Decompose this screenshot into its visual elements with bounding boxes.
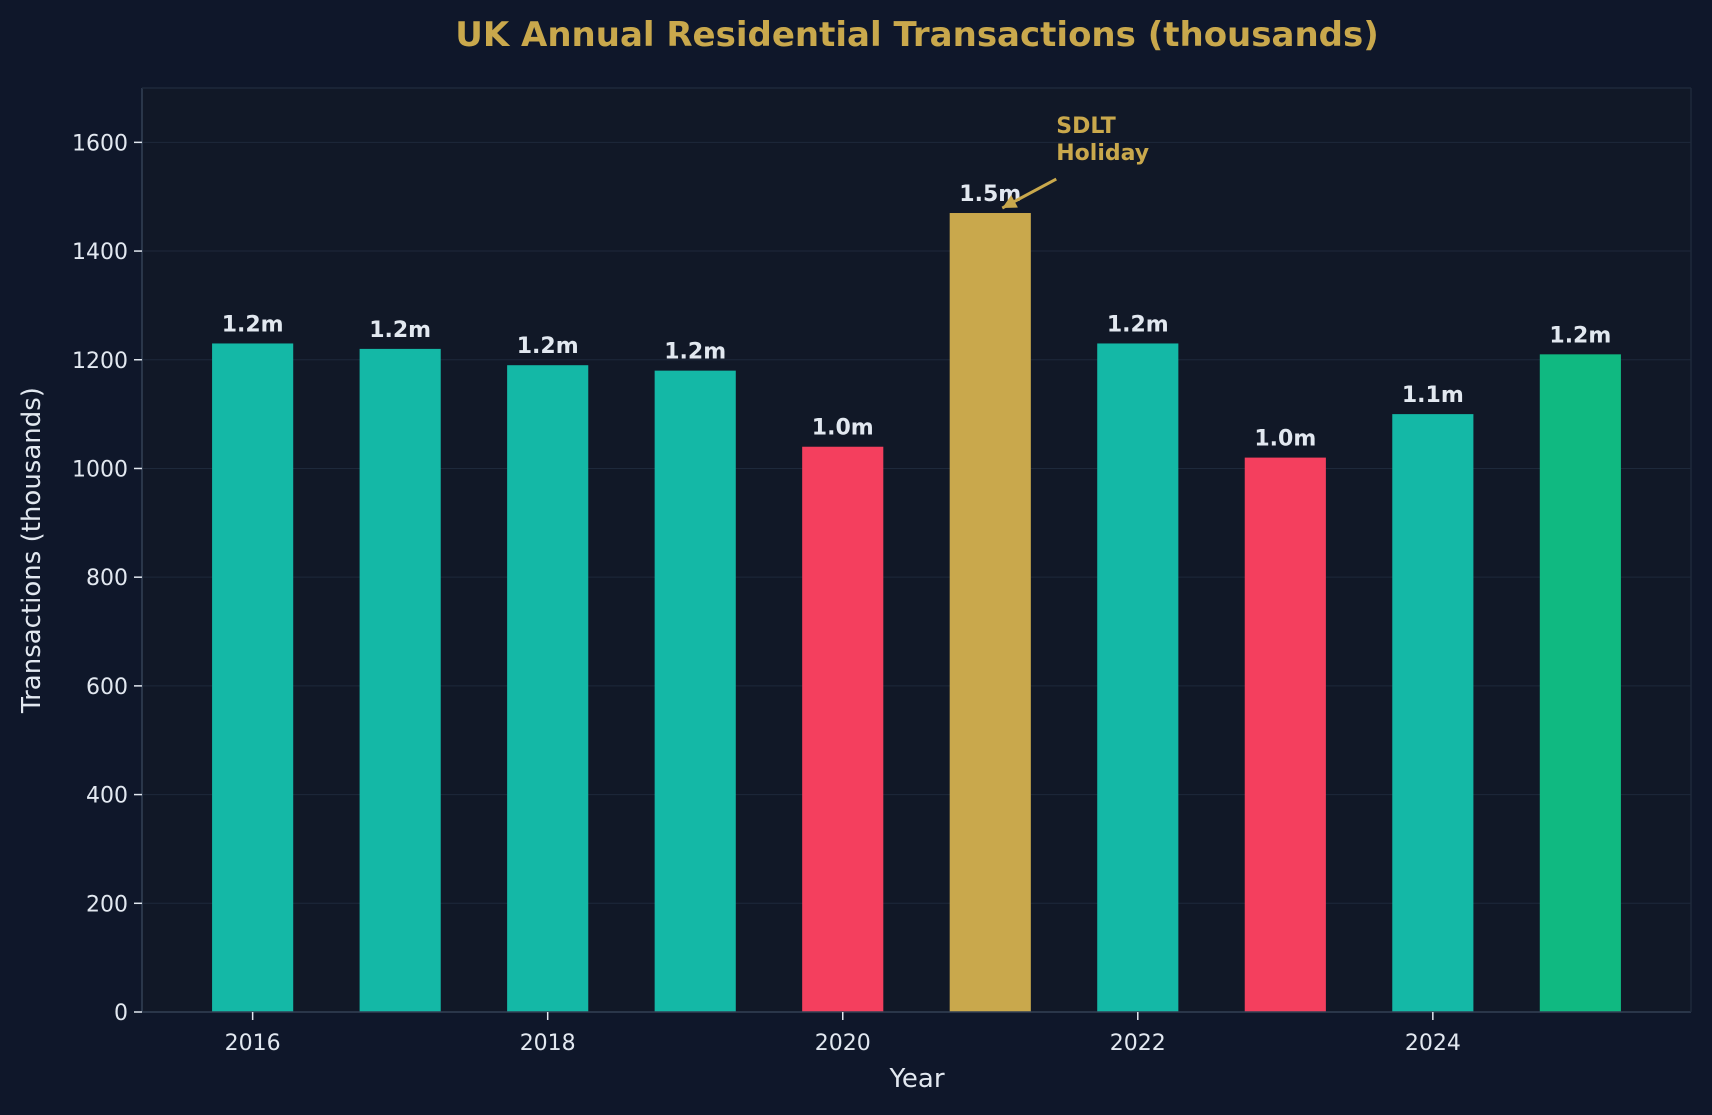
annotation-arrow-head	[1002, 195, 1018, 209]
chart-title: UK Annual Residential Transactions (thou…	[455, 15, 1379, 55]
bar-2023	[1244, 457, 1326, 1013]
y-tick-label: 1400	[72, 240, 128, 265]
annotation-text-line: Holiday	[1056, 141, 1149, 166]
y-tick-label: 0	[114, 1001, 128, 1026]
bar-value-label-2018: 1.2m	[517, 334, 579, 359]
bar-value-label-2017: 1.2m	[369, 318, 431, 343]
bar-2025	[1539, 354, 1621, 1012]
y-tick-label: 400	[86, 784, 128, 809]
y-tick-label: 800	[86, 566, 128, 591]
bar-2018	[507, 365, 589, 1012]
y-axis-label: Transactions (thousands)	[17, 387, 47, 714]
bar-2024	[1392, 414, 1474, 1012]
bar-value-label-2016: 1.2m	[222, 312, 284, 337]
y-tick-label: 600	[86, 675, 128, 700]
bar-value-label-2022: 1.2m	[1107, 312, 1169, 337]
bar-value-label-2024: 1.1m	[1402, 383, 1464, 408]
plot-area: 1.2m 1.2m1.2m 1.2m1.0m1.5m1.2m1.0m1.1m1.2m…	[72, 87, 1692, 1056]
x-tick-label: 2018	[520, 1031, 576, 1056]
x-axis-label: Year	[888, 1064, 944, 1094]
y-tick-label: 1200	[72, 349, 128, 374]
bar-2016	[212, 343, 294, 1012]
y-tick-label: 1600	[72, 131, 128, 156]
bar-value-label-2023: 1.0m	[1254, 427, 1316, 452]
bar-value-label-2020: 1.0m	[812, 416, 874, 441]
bar-2019	[654, 370, 736, 1013]
bar-2017	[359, 348, 441, 1012]
bar-2020	[802, 446, 884, 1013]
annotation-text-line: SDLT	[1056, 114, 1116, 139]
x-tick-label: 2016	[225, 1031, 281, 1056]
bar-value-label-2019: 1.2m	[664, 340, 726, 365]
bar-2022	[1097, 343, 1179, 1012]
bar-value-label-2025: 1.2m	[1549, 323, 1611, 348]
bar-2021	[949, 213, 1031, 1012]
y-tick-label: 1000	[72, 457, 128, 482]
x-tick-label: 2022	[1110, 1031, 1166, 1056]
x-tick-label: 2020	[815, 1031, 871, 1056]
x-tick-label: 2024	[1405, 1031, 1461, 1056]
y-tick-label: 200	[86, 892, 128, 917]
